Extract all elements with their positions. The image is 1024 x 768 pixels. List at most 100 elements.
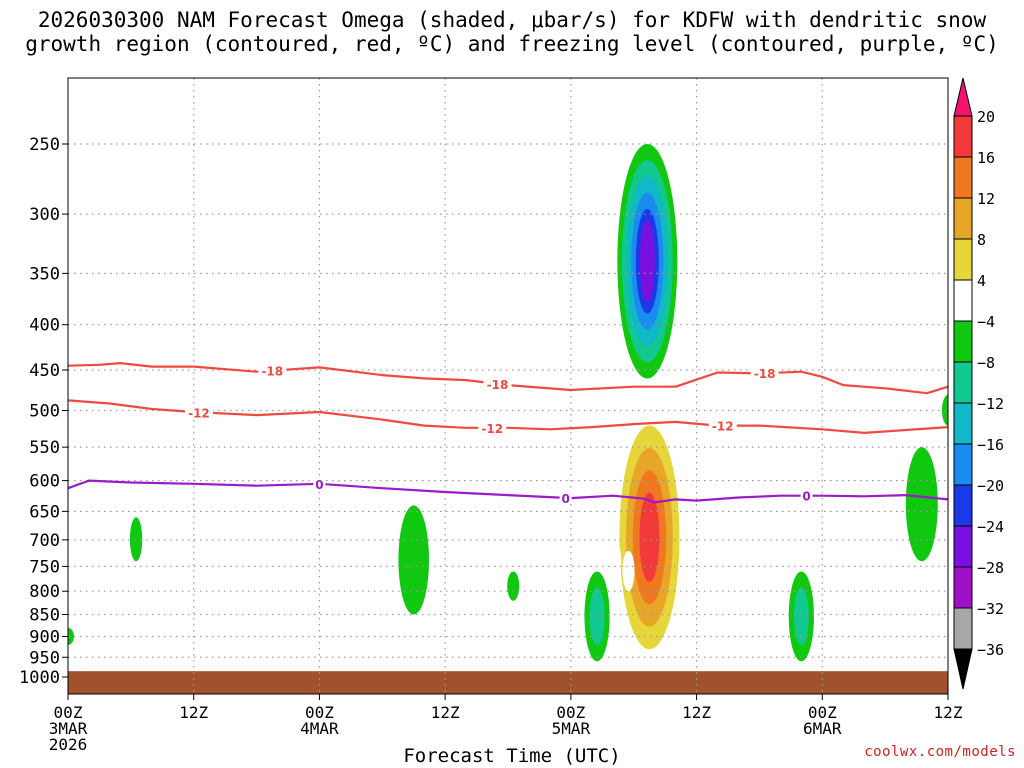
contour-label-bg [258, 363, 287, 377]
omega-region-6-band-1 [129, 517, 143, 562]
contour-label-2-2: -12 [481, 422, 503, 436]
x-tick-label-24-1: 00Z [305, 703, 334, 722]
colorbar-segment-3 [953, 197, 973, 240]
contour-label-bg [708, 418, 737, 432]
chart-title-line-1: 2026030300 NAM Forecast Omega (shaded, μ… [37, 8, 987, 32]
colorbar-segment-2 [953, 156, 973, 199]
contour-label-bg [478, 420, 507, 434]
contour-label-bg [313, 476, 326, 490]
colorbar-segment-6 [953, 320, 973, 363]
omega-region-4-band-1 [608, 539, 622, 587]
contours: -18 -18 -18 -12 -12 -12 0 0 0 [68, 362, 948, 506]
colorbar-tick-10: −20 [977, 477, 1004, 495]
colorbar-segment-9 [953, 443, 973, 486]
x-tick-label-48-1: 00Z [556, 703, 585, 722]
contour-label-3-1: 0 [315, 478, 323, 492]
colorbar-segment-13 [953, 607, 973, 650]
y-tick-label-650: 650 [29, 502, 60, 522]
y-tick-label-250: 250 [29, 135, 60, 155]
colorbar-segment-5 [953, 279, 973, 322]
contour-label-bg [559, 490, 572, 504]
y-tick-label-350: 350 [29, 264, 60, 284]
omega-region-10-band-2 [793, 587, 809, 646]
omega-region-9-band-2 [589, 587, 605, 646]
y-tick-label-600: 600 [29, 472, 60, 492]
colorbar-segment-1 [953, 115, 973, 158]
x-tick-label-72-1: 00Z [808, 703, 837, 722]
ground-band [68, 671, 948, 694]
x-tick-label-60-1: 12Z [682, 703, 711, 722]
contour-label-1-3: -18 [754, 367, 776, 381]
contour-label-2-1: -12 [188, 406, 210, 420]
contour-line-3 [68, 479, 948, 504]
colorbar-segment-10 [953, 484, 973, 527]
contour-label-1-2: -18 [487, 378, 509, 392]
colorbar-segment-8 [953, 402, 973, 445]
colorbar-tick-14: −36 [977, 641, 1004, 659]
colorbar: 20 16 12 8 4 −4 −8 −12 −16 −20 −24 −28 −32 −36 [953, 77, 1004, 690]
contour-label-3-3: 0 [802, 490, 810, 504]
contour-label-bg [800, 488, 813, 502]
omega-region-8-band-1 [507, 571, 520, 601]
colorbar-tick-11: −24 [977, 518, 1004, 536]
x-tick-label-12-1: 12Z [179, 703, 208, 722]
colorbar-top-arrow [953, 77, 973, 117]
colorbar-tick-2: 16 [977, 149, 995, 167]
colorbar-segment-12 [953, 566, 973, 609]
omega-region-5-band-1 [622, 550, 635, 592]
contour-label-3-2: 0 [561, 492, 569, 506]
chart-title: 2026030300 NAM Forecast Omega (shaded, μ… [0, 8, 1024, 56]
colorbar-tick-3: 12 [977, 190, 995, 208]
y-tick-label-750: 750 [29, 557, 60, 577]
x-tick-label-72-2: 6MAR [803, 719, 842, 738]
x-tick-label-0-1: 00Z [54, 703, 83, 722]
y-tick-label-450: 450 [29, 361, 60, 381]
y-tick-label-400: 400 [29, 316, 60, 336]
x-tick-label-24-2: 4MAR [300, 719, 339, 738]
y-axis: 2503003504004505005506006507007508008509… [19, 135, 68, 688]
colorbar-segment-7 [953, 361, 973, 404]
x-tick-label-48-2: 5MAR [552, 719, 591, 738]
omega-shading [68, 78, 948, 694]
contour-label-bg [483, 376, 512, 390]
omega-region-1-band-6 [639, 220, 655, 303]
x-tick-label-84-1: 12Z [934, 703, 963, 722]
y-tick-label-850: 850 [29, 606, 60, 626]
colorbar-tick-8: −12 [977, 395, 1004, 413]
grid-lines [68, 78, 948, 694]
contour-label-bg [184, 405, 213, 419]
x-axis-label: Forecast Time (UTC) [403, 745, 621, 767]
x-tick-label-0-2: 3MAR [49, 719, 88, 738]
chart-title-line-2: growth region (contoured, red, ºC) and f… [25, 32, 999, 56]
colorbar-tick-7: −8 [977, 354, 995, 372]
contour-label-1-1: -18 [261, 365, 283, 379]
y-tick-label-800: 800 [29, 582, 60, 602]
y-tick-label-500: 500 [29, 402, 60, 422]
omega-region-13-band-1 [68, 627, 74, 645]
x-tick-label-36-1: 12Z [431, 703, 460, 722]
contour-line-1 [68, 362, 948, 395]
colorbar-tick-1: 20 [977, 108, 995, 126]
colorbar-tick-6: −4 [977, 313, 995, 331]
colorbar-segment-4 [953, 238, 973, 281]
contour-label-2-3: -12 [712, 420, 734, 434]
omega-region-2-band-4 [639, 492, 660, 583]
x-tick-label-0-3: 2026 [49, 735, 88, 754]
y-tick-label-950: 950 [29, 648, 60, 668]
y-tick-label-1000: 1000 [19, 668, 60, 688]
omega-region-11-band-1 [905, 447, 938, 562]
colorbar-segment-11 [953, 525, 973, 568]
contour-label-bg [750, 366, 779, 380]
source-credit: coolwx.com/models [864, 744, 1016, 760]
y-tick-label-300: 300 [29, 205, 60, 225]
colorbar-tick-4: 8 [977, 231, 986, 249]
y-tick-label-550: 550 [29, 438, 60, 458]
colorbar-tick-5: 4 [977, 272, 986, 290]
omega-region-3-band-1 [638, 78, 657, 112]
colorbar-tick-13: −32 [977, 600, 1004, 618]
colorbar-tick-9: −16 [977, 436, 1004, 454]
omega-region-7-band-1 [398, 505, 429, 615]
colorbar-bottom-arrow [953, 648, 973, 690]
